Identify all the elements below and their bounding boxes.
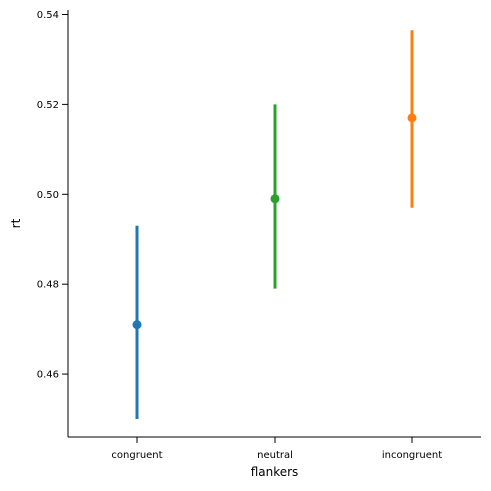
y-tick-label: 0.50 (37, 190, 59, 201)
x-axis-title: flankers (251, 465, 299, 479)
y-tick-label: 0.48 (37, 280, 59, 291)
point-neutral (270, 194, 280, 204)
y-axis: 0.46 0.48 0.50 0.52 0.54 (37, 10, 69, 437)
point-incongruent (407, 113, 417, 123)
y-tick-label: 0.54 (37, 10, 59, 21)
x-tick-label: congruent (111, 450, 162, 461)
y-axis-title: rt (9, 218, 23, 228)
plot-marks (132, 30, 417, 420)
y-tick-label: 0.46 (37, 370, 59, 381)
y-tick-label: 0.52 (37, 100, 59, 111)
x-axis: congruent neutral incongruent (68, 436, 481, 461)
x-tick-label: neutral (257, 450, 293, 461)
point-congruent (132, 320, 142, 330)
x-tick-label: incongruent (382, 450, 442, 461)
